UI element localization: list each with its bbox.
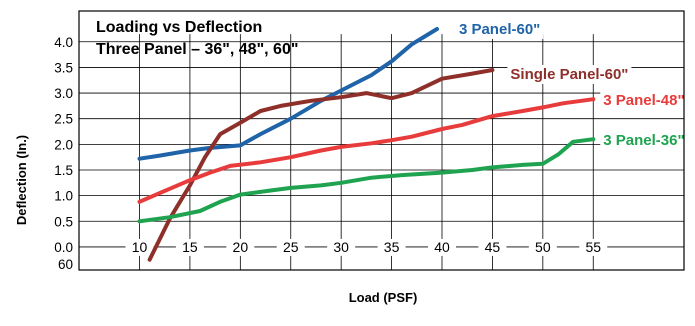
x-tick-label-bg — [428, 238, 456, 256]
series-label-bg — [507, 64, 632, 84]
y-tick-label: 0.5 — [54, 214, 73, 229]
x-tick-label-bg — [327, 238, 356, 256]
y-tick-label: 4.0 — [54, 35, 73, 50]
x-tick-label-bg — [276, 238, 305, 256]
y-tick-label: 0.0 — [54, 240, 73, 255]
x-tick-label: 10 — [132, 239, 148, 255]
x-tick-label-bg — [377, 238, 406, 256]
y-tick-label: 2.0 — [54, 137, 73, 152]
series-label-bg — [600, 91, 688, 111]
x-tick-label-bg — [175, 238, 204, 256]
x-tick-label: 45 — [485, 239, 501, 255]
series-line-1 — [147, 68, 495, 262]
series-lines — [137, 27, 596, 262]
y-tick-label: 3.5 — [54, 60, 73, 75]
x-tick-label: 15 — [182, 239, 198, 255]
series-labels: 3 Panel-60" Single Panel-60" 3 Panel-48" 3 … — [455, 19, 688, 151]
x-tick-label-bg — [478, 238, 507, 256]
x-tick-label: 40 — [434, 239, 450, 255]
x-tick-label: 35 — [384, 239, 400, 255]
x-axis-label: Load (PSF) — [349, 290, 418, 305]
x-tick-label: 50 — [535, 239, 551, 255]
x-tick-label-bg — [125, 238, 154, 256]
series-label-3: 3 Panel-36" — [603, 132, 684, 149]
axes: 4.0 3.5 3.0 2.5 2.0 1.5 1.0 0.5 0.0 60 10 15 20 25 30 3… — [54, 35, 608, 272]
y-tick-label: 1.5 — [54, 163, 73, 178]
y-tick-label: 1.0 — [54, 189, 73, 204]
series-label-0: 3 Panel-60" — [459, 21, 540, 38]
y-tick-label: 2.5 — [54, 112, 73, 127]
x-tick-label-bg — [226, 238, 255, 256]
y-axis-label: Deflection (In.) — [14, 135, 29, 225]
x-tick-label: 20 — [233, 239, 249, 255]
series-line-0 — [137, 27, 439, 161]
series-label-2: 3 Panel-48" — [603, 92, 684, 109]
series-label-1: Single Panel-60" — [510, 66, 628, 83]
plot-frame — [78, 10, 685, 271]
series-label-bg — [455, 19, 544, 39]
chart-title-line2: Three Panel – 36", 48", 60" — [96, 41, 298, 58]
x-tick-label: 30 — [333, 239, 349, 255]
chart-title-line1: Loading vs Deflection — [96, 19, 262, 36]
series-line-3 — [137, 137, 596, 224]
series-line-2 — [137, 97, 596, 204]
series-label-bg — [600, 131, 688, 151]
y-tick-label: 3.0 — [54, 86, 73, 101]
x-tick-label-bg — [579, 238, 608, 256]
x-tick-label: 25 — [283, 239, 299, 255]
y-tick-label-extra: 60 — [58, 257, 73, 272]
x-tick-label: 55 — [585, 239, 601, 255]
x-tick-label-bg — [528, 238, 557, 256]
